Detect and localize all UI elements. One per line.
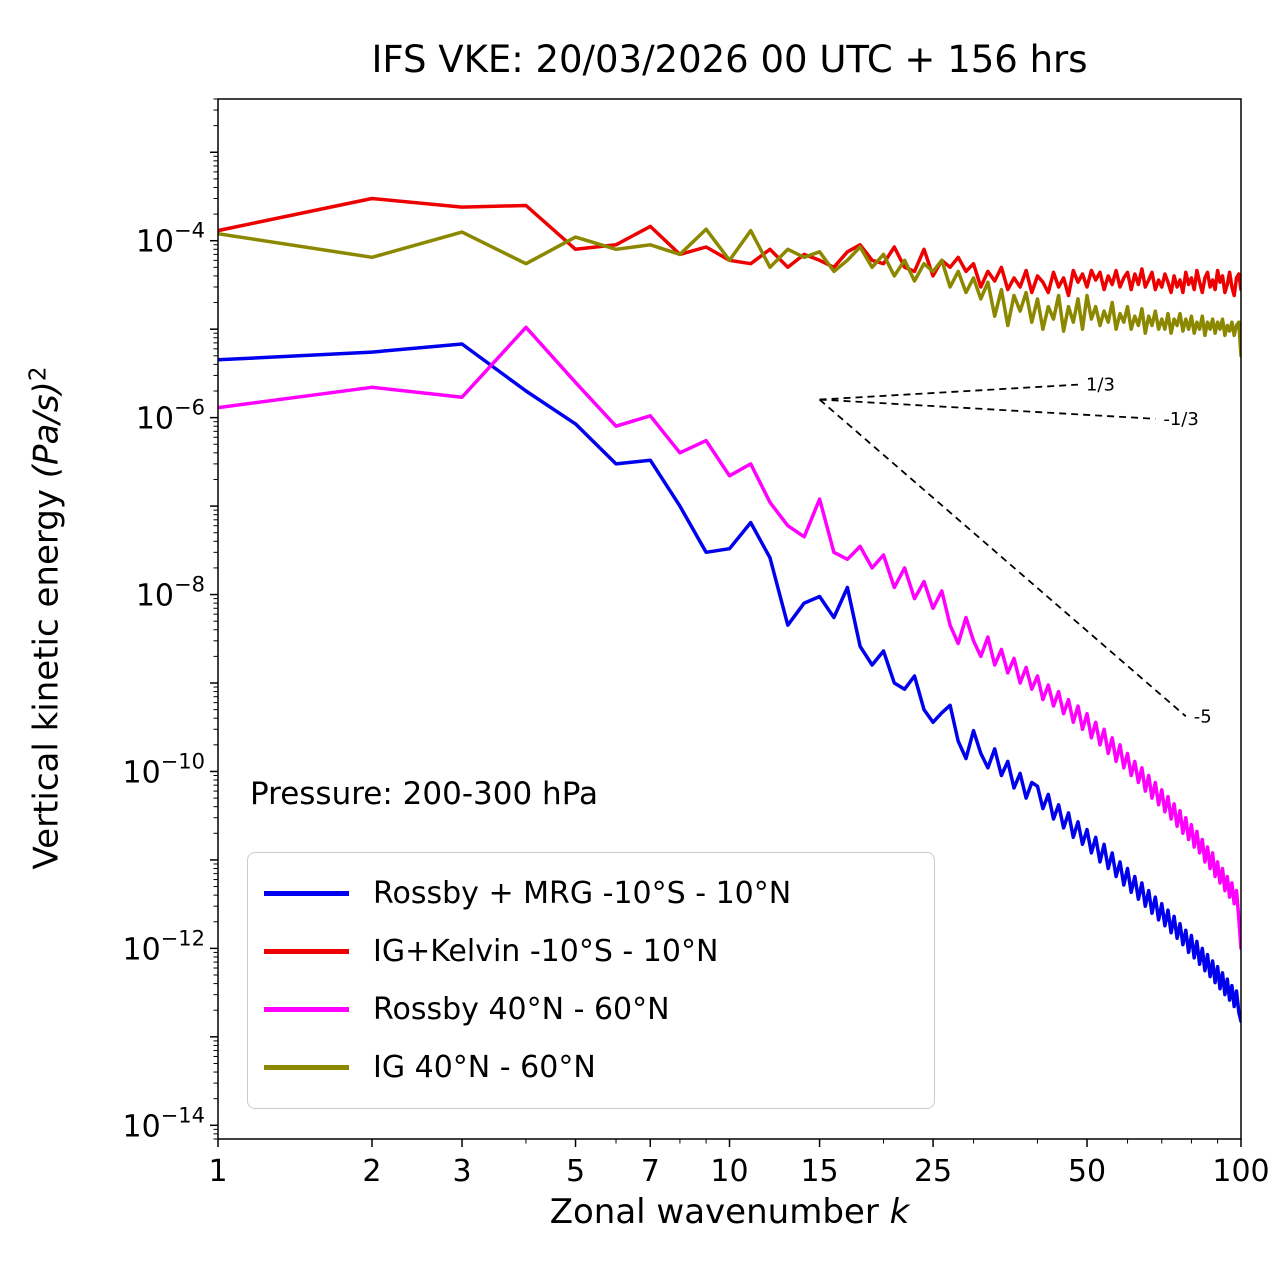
x-tick-label: 15 bbox=[800, 1154, 838, 1189]
x-tick-label: 25 bbox=[914, 1154, 952, 1189]
legend-item: IG 40°N - 60°N bbox=[264, 1047, 918, 1088]
legend-label: Rossby + MRG -10°S - 10°N bbox=[373, 876, 792, 911]
x-tick-label: 100 bbox=[1212, 1154, 1269, 1189]
legend-item: Rossby 40°N - 60°N bbox=[264, 989, 918, 1030]
x-axis-label-text: Zonal wavenumber bbox=[549, 1192, 890, 1232]
ref-line-label-slope-minus-five: -5 bbox=[1194, 706, 1212, 727]
y-tick-label: 10−6 bbox=[136, 396, 205, 437]
plot-frame bbox=[217, 98, 1242, 1140]
legend-label: Rossby 40°N - 60°N bbox=[373, 992, 670, 1027]
chart-title: IFS VKE: 20/03/2026 00 UTC + 156 hrs bbox=[371, 38, 1088, 81]
y-tick-label: 10−12 bbox=[122, 926, 205, 967]
ref-line-label-slope-one-third: 1/3 bbox=[1086, 375, 1115, 396]
legend-item: IG+Kelvin -10°S - 10°N bbox=[264, 931, 918, 972]
ref-line-slope-minus-one-third bbox=[819, 398, 1156, 420]
pressure-annotation: Pressure: 200-300 hPa bbox=[250, 776, 598, 812]
rossby-mrg-tropics-line bbox=[218, 342, 1241, 1024]
x-tick-label: 50 bbox=[1068, 1154, 1106, 1189]
legend-swatch bbox=[264, 1007, 349, 1012]
x-axis-label: Zonal wavenumber k bbox=[218, 1192, 1241, 1232]
series-lines bbox=[218, 196, 1241, 1024]
y-tick-label: 10−14 bbox=[122, 1103, 205, 1144]
y-axis-label-exponent: 2 bbox=[25, 366, 52, 382]
x-tick-label: 7 bbox=[641, 1154, 660, 1189]
legend-swatch bbox=[264, 1065, 349, 1070]
x-tick-label: 5 bbox=[566, 1154, 585, 1189]
x-tick-label: 1 bbox=[208, 1154, 227, 1189]
x-tick-label: 3 bbox=[453, 1154, 472, 1189]
legend-label: IG 40°N - 60°N bbox=[373, 1050, 596, 1085]
legend-swatch bbox=[264, 891, 349, 896]
legend-label: IG+Kelvin -10°S - 10°N bbox=[373, 934, 719, 969]
x-tick-label: 2 bbox=[362, 1154, 381, 1189]
ig-midlat-line bbox=[218, 227, 1241, 358]
rossby-midlat-line bbox=[218, 325, 1241, 951]
y-tick-label: 10−10 bbox=[122, 749, 205, 790]
legend-box: Rossby + MRG -10°S - 10°N IG+Kelvin -10°S… bbox=[247, 852, 935, 1109]
ig-kelvin-tropics-line bbox=[218, 196, 1241, 298]
ref-line-label-slope-minus-one-third: -1/3 bbox=[1163, 409, 1198, 430]
x-axis-label-variable: k bbox=[889, 1192, 910, 1232]
y-axis-label-units: (Pa/s) bbox=[26, 381, 67, 479]
y-tick-label: 10−8 bbox=[136, 573, 205, 614]
reference-lines: 1/3 -1/3 -5 bbox=[818, 375, 1212, 727]
axis-ticks: 1 2 3 5 7 10 15 25 50 100 10−4 10−6 10−8 10−10 10−12 10… bbox=[122, 98, 1270, 1189]
legend-swatch bbox=[264, 949, 349, 954]
y-tick-label: 10−4 bbox=[136, 219, 205, 260]
ref-line-slope-one-third bbox=[819, 383, 1079, 401]
y-axis-label-text: Vertical kinetic energy bbox=[26, 478, 67, 870]
x-tick-label: 10 bbox=[710, 1154, 748, 1189]
ref-line-slope-minus-five bbox=[818, 398, 1187, 718]
legend-item: Rossby + MRG -10°S - 10°N bbox=[264, 873, 918, 914]
y-axis-label: Vertical kinetic energy (Pa/s)2 bbox=[25, 367, 66, 870]
